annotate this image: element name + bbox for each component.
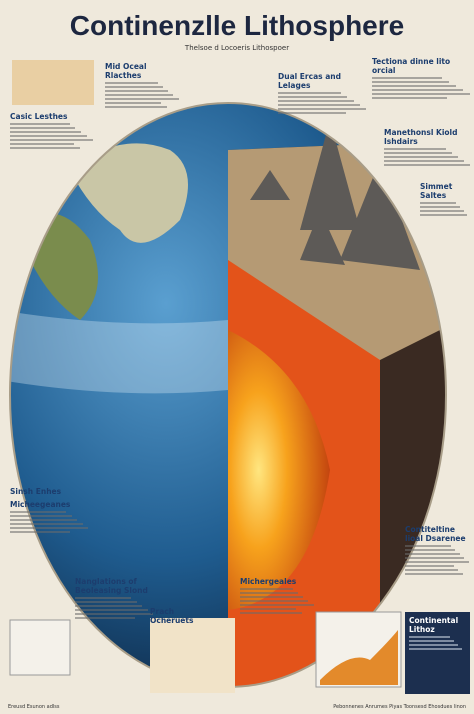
text-line <box>10 527 89 529</box>
text-line <box>240 588 293 590</box>
text-line <box>105 82 158 84</box>
callout-heading: Continental Lithoz <box>409 616 459 634</box>
title: Continenzlle Lithosphere <box>69 10 405 41</box>
text-line <box>405 557 465 559</box>
callout: Tectiona dinne lito orcial <box>372 57 472 101</box>
text-line <box>105 102 162 104</box>
text-line <box>384 164 471 166</box>
callout-heading: Prach Ocheruets <box>150 607 194 625</box>
callout-heading: Simmet Saltes <box>420 182 453 200</box>
text-line <box>240 604 314 606</box>
callout-heading: Dual Ercas and Lelages <box>278 72 341 90</box>
text-line <box>75 597 131 599</box>
text-line <box>10 147 80 149</box>
text-line <box>420 214 468 216</box>
text-line <box>278 92 341 94</box>
text-line <box>405 545 451 547</box>
text-line <box>409 648 462 650</box>
text-line <box>278 108 367 110</box>
text-line <box>10 511 66 513</box>
text-line <box>10 131 82 133</box>
text-line <box>384 152 452 154</box>
text-line <box>278 100 354 102</box>
callout: Continental Lithoz <box>409 616 467 652</box>
callout-heading: Manethonsl Kiold Ishdairs <box>384 128 458 146</box>
text-line <box>278 112 346 114</box>
text-line <box>372 89 463 91</box>
text-line <box>10 139 94 141</box>
text-line <box>405 569 459 571</box>
callout-heading: Mid Oceal Rlacthes <box>105 62 147 80</box>
text-line <box>405 561 469 563</box>
callout-heading: Tectiona dinne lito orcial <box>372 57 451 75</box>
text-line <box>409 640 454 642</box>
callout: Contiteltine lioal Dsarenee <box>405 525 470 577</box>
text-line <box>240 612 302 614</box>
text-line <box>278 104 360 106</box>
text-line <box>105 98 179 100</box>
text-line <box>10 519 78 521</box>
footer-left: Ereusd Esunon adlss <box>8 704 60 710</box>
callout-heading: Micheegeanes <box>10 500 71 509</box>
text-line <box>75 613 154 615</box>
text-line <box>420 202 457 204</box>
text-line <box>240 600 309 602</box>
text-line <box>75 601 137 603</box>
text-line <box>10 123 70 125</box>
text-line <box>409 644 458 646</box>
text-line <box>240 608 297 610</box>
text-line <box>105 90 168 92</box>
callout: Mid Oceal Rlacthes <box>105 62 180 110</box>
callout: Sinsh Enhes <box>10 487 70 498</box>
text-line <box>405 565 454 567</box>
text-line <box>372 97 447 99</box>
text-line <box>105 106 167 108</box>
callout: Prach Ocheruets <box>150 607 210 627</box>
text-line <box>240 596 303 598</box>
text-line <box>405 553 460 555</box>
callout: Dual Ercas and Lelages <box>278 72 368 116</box>
callout-heading: Michergeales <box>240 577 297 586</box>
callout: Manethonsl Kiold Ishdairs <box>384 128 472 168</box>
text-line <box>372 93 470 95</box>
text-line <box>75 609 148 611</box>
text-line <box>10 523 83 525</box>
subtitle: Thelsoe d Locoeris Lithospoer <box>184 44 290 52</box>
text-line <box>75 605 143 607</box>
callout-heading: Casic Lesthes <box>10 112 68 121</box>
text-line <box>10 515 72 517</box>
text-line <box>372 77 442 79</box>
callout: Michergeales <box>240 577 315 616</box>
callout-heading: Contiteltine lioal Dsarenee <box>405 525 466 543</box>
callout: Casic Lesthes <box>10 112 95 151</box>
text-line <box>105 86 163 88</box>
text-line <box>372 85 456 87</box>
text-line <box>384 160 465 162</box>
text-line <box>278 96 348 98</box>
text-line <box>240 592 298 594</box>
text-line <box>10 127 76 129</box>
callout: Micheegeanes <box>10 500 90 535</box>
text-line <box>384 148 446 150</box>
footer-right: Pebonnenes Anrumes Piyas Toonsesd Ehosdu… <box>333 704 466 710</box>
text-line <box>384 156 458 158</box>
text-line <box>10 135 88 137</box>
text-line <box>405 573 463 575</box>
globe <box>10 103 446 687</box>
callout-heading: Sinsh Enhes <box>10 487 62 496</box>
text-line <box>372 81 449 83</box>
text-line <box>75 617 135 619</box>
callout: Nanglations of Beoleasing Slond <box>75 577 155 621</box>
text-line <box>10 531 70 533</box>
text-line <box>405 549 456 551</box>
callout: Simmet Saltes <box>420 182 472 218</box>
text-line <box>420 210 464 212</box>
text-line <box>10 143 74 145</box>
text-line <box>105 94 174 96</box>
text-line <box>409 636 450 638</box>
callout-heading: Nanglations of Beoleasing Slond <box>75 577 148 595</box>
text-line <box>420 206 461 208</box>
